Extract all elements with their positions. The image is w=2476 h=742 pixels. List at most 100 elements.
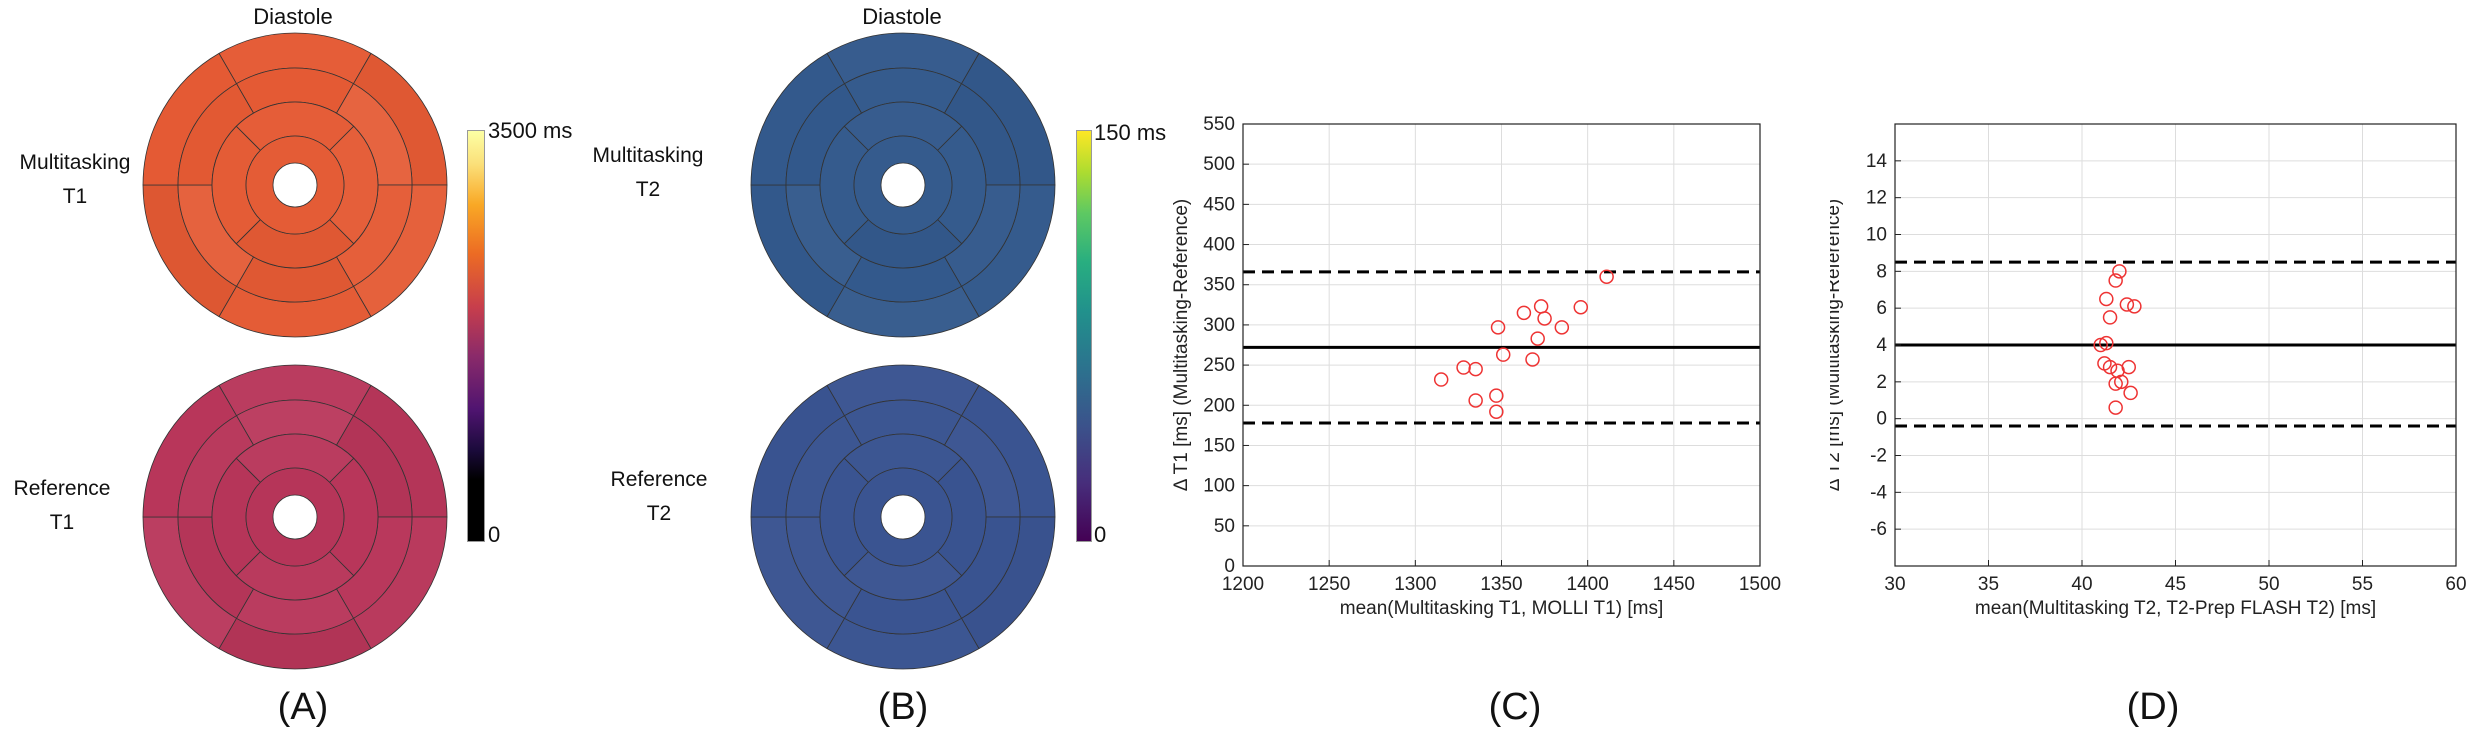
data-point xyxy=(1433,372,1449,387)
data-point xyxy=(1468,361,1483,377)
x-tick-label: 1400 xyxy=(1567,574,1609,595)
data-point xyxy=(1489,404,1504,419)
y-tick-label: 450 xyxy=(1203,194,1235,215)
y-tick-label: 12 xyxy=(1866,188,1887,209)
data-point xyxy=(1530,331,1545,346)
panel-b-colorbar-max: 150 ms xyxy=(1094,120,1167,145)
panel-label-a: (A) xyxy=(277,686,329,728)
x-tick-label: 1200 xyxy=(1222,574,1264,595)
y-tick-label: 14 xyxy=(1866,151,1888,172)
panel-label-b: (B) xyxy=(877,686,929,728)
panel-b-row1-line2: T2 xyxy=(635,177,661,201)
x-tick-label: 45 xyxy=(2165,574,2186,595)
data-point xyxy=(1495,347,1511,362)
data-point xyxy=(1599,269,1614,284)
x-tick-label: 30 xyxy=(1884,574,1905,595)
y-tick-label: 4 xyxy=(1876,335,1887,356)
y-tick-label: -2 xyxy=(1870,446,1887,467)
data-point xyxy=(1468,393,1483,408)
panel-a-row1-label: Multitasking T1 xyxy=(0,146,150,213)
data-point xyxy=(1516,305,1532,321)
panel-a-bullseye-bottom xyxy=(142,364,448,670)
y-tick-label: -4 xyxy=(1870,482,1887,503)
data-point xyxy=(2099,335,2114,351)
panel-b-row2-line2: T2 xyxy=(646,501,672,525)
x-tick-label: 1500 xyxy=(1739,574,1781,595)
data-point xyxy=(2121,359,2136,375)
y-tick-label: 550 xyxy=(1203,114,1235,135)
y-tick-label: 150 xyxy=(1203,435,1235,456)
bullseye-center-hole xyxy=(272,162,318,208)
x-tick-label: 1250 xyxy=(1308,574,1350,595)
y-tick-label: 500 xyxy=(1203,154,1235,175)
data-point xyxy=(1554,320,1570,335)
panel-a-colorbar-min: 0 xyxy=(488,522,501,547)
y-tick-label: 100 xyxy=(1203,476,1235,497)
y-tick-label: 0 xyxy=(1224,556,1235,577)
y-tick-label: 10 xyxy=(1866,225,1887,246)
x-tick-label: 55 xyxy=(2352,574,2373,595)
x-tick-label: 1350 xyxy=(1480,574,1522,595)
bullseye-center-hole xyxy=(880,494,926,540)
panel-b-colorbar xyxy=(1076,130,1092,542)
data-point xyxy=(2108,400,2123,415)
y-tick-label: 50 xyxy=(1214,516,1235,537)
data-point xyxy=(2108,273,2123,288)
y-tick-label: 200 xyxy=(1203,395,1235,416)
data-point xyxy=(2102,310,2118,325)
x-tick-label: 50 xyxy=(2258,574,2279,595)
panel-b-row1-line1: Multitasking xyxy=(592,144,704,167)
panel-label-d: (D) xyxy=(2126,686,2180,728)
panel-label-c: (C) xyxy=(1488,686,1542,728)
y-axis-label: Δ T2 [ms] (Multitasking-Reference) xyxy=(1830,199,1844,492)
y-tick-label: 250 xyxy=(1203,355,1235,376)
x-tick-label: 1300 xyxy=(1394,574,1436,595)
panel-a-row1-line1: Multitasking xyxy=(19,151,131,174)
data-point xyxy=(2127,299,2142,314)
panel-b-title: Diastole xyxy=(862,4,942,29)
data-point xyxy=(2099,291,2114,307)
panel-b-bullseye-bottom xyxy=(750,364,1056,670)
y-tick-label: -6 xyxy=(1870,519,1887,540)
data-point xyxy=(2102,359,2118,375)
data-point xyxy=(2114,374,2129,390)
panel-a-row2-line2: T1 xyxy=(49,510,75,534)
y-tick-label: 0 xyxy=(1876,409,1887,430)
panel-b-row2-line1: Reference xyxy=(610,468,708,491)
y-axis-label: Δ T1 [ms] (Multitasking-Reference) xyxy=(1171,199,1192,492)
data-point xyxy=(1537,311,1552,326)
data-point xyxy=(2119,297,2135,312)
panel-a-colorbar xyxy=(467,130,485,542)
data-point xyxy=(2093,337,2108,353)
bullseye-center-hole xyxy=(880,162,926,208)
data-point xyxy=(2108,376,2123,391)
panel-c-bland-altman-chart: 1200 1250 1300 1350 1400 1450 1500 0 50 100 150 200… xyxy=(1171,114,1781,619)
data-point xyxy=(1573,299,1589,315)
panel-a-row2-label: Reference T1 xyxy=(0,472,124,539)
panel-a-row1-line2: T1 xyxy=(62,184,88,208)
data-point xyxy=(2123,385,2138,401)
data-point xyxy=(1489,388,1504,403)
x-tick-label: 1450 xyxy=(1653,574,1695,595)
data-point xyxy=(2112,264,2127,279)
data-point xyxy=(1490,320,1506,335)
panel-a-bullseye-top xyxy=(142,32,448,338)
bullseye-center-hole xyxy=(272,494,318,540)
x-axis-label: mean(Multitasking T2, T2-Prep FLASH T2) … xyxy=(1975,598,2376,619)
y-tick-label: 350 xyxy=(1203,275,1235,296)
y-tick-label: 300 xyxy=(1203,315,1235,336)
panel-b-colorbar-min: 0 xyxy=(1094,522,1107,547)
panel-b-bullseye-top xyxy=(750,32,1056,338)
y-tick-label: 6 xyxy=(1876,298,1887,319)
data-point xyxy=(1525,352,1540,367)
panel-b-row1-label: Multitasking T2 xyxy=(578,139,718,206)
panel-d-bland-altman-chart: 30 35 40 45 50 55 60 -6 -4 -2 0 2 4 6 8 10 12 14 mean(Mult… xyxy=(1830,123,2467,619)
panel-a-title: Diastole xyxy=(253,4,333,29)
x-tick-label: 60 xyxy=(2445,574,2466,595)
panel-a-row2-line1: Reference xyxy=(13,477,111,500)
panel-b-row2-label: Reference T2 xyxy=(600,463,718,530)
x-tick-label: 35 xyxy=(1978,574,1999,595)
panel-a-colorbar-max: 3500 ms xyxy=(488,118,573,143)
y-tick-label: 2 xyxy=(1876,372,1887,393)
x-tick-label: 40 xyxy=(2071,574,2092,595)
